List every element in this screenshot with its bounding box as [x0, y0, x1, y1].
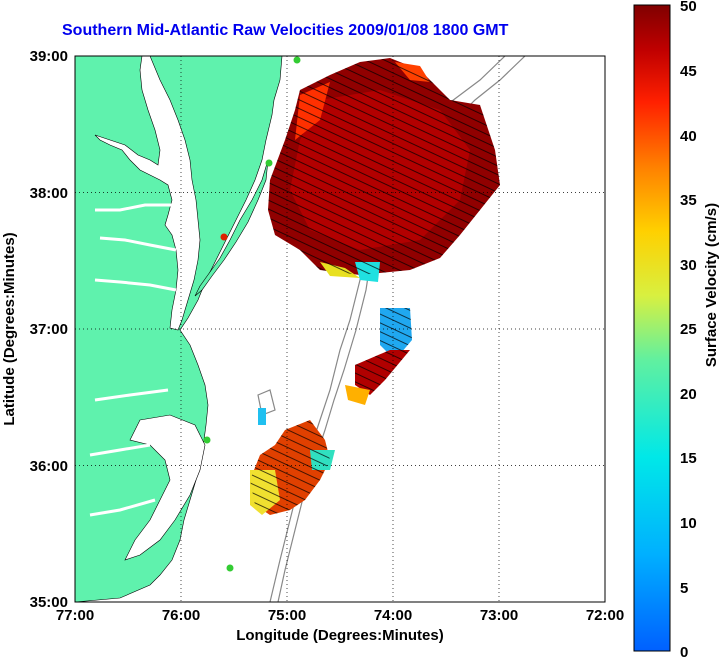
velocity-vectors [250, 58, 500, 515]
colorbar-tick-label: 5 [680, 580, 688, 597]
colorbar-tick-label: 30 [680, 257, 697, 274]
colorbar-tick-label: 40 [680, 128, 697, 145]
y-axis-label: Latitude (Degrees:Minutes) [1, 232, 18, 425]
y-tick-label: 39:00 [30, 48, 68, 65]
station-marker [226, 564, 234, 572]
colorbar-tick-label: 15 [680, 450, 697, 467]
x-tick-label: 76:00 [162, 607, 200, 624]
velocity-patch-obx-blue [258, 408, 266, 425]
x-axis-label: Longitude (Degrees:Minutes) [236, 627, 444, 644]
river-4 [89, 443, 151, 457]
colorbar-tick-label: 35 [680, 192, 697, 209]
chart-title: Southern Mid-Atlantic Raw Velocities 200… [62, 22, 509, 39]
y-tick-label: 36:00 [30, 458, 68, 475]
colorbar-label: Surface Velocity (cm/s) [703, 203, 720, 367]
station-marker [220, 233, 228, 241]
station-marker [203, 436, 211, 444]
x-tick-label: 73:00 [480, 607, 518, 624]
chesapeake-bay [94, 56, 201, 331]
colorbar-ticks: 50 45 40 35 30 25 20 15 10 5 0 [680, 0, 697, 659]
colorbar-tick-label: 50 [680, 0, 697, 15]
x-tick-label: 75:00 [268, 607, 306, 624]
y-tick-labels: 39:00 38:00 37:00 36:00 35:00 [30, 48, 68, 611]
river-5 [89, 498, 156, 517]
pamlico-sound [124, 414, 206, 561]
station-marker [293, 56, 301, 64]
grid-lines [75, 56, 605, 602]
colorbar-tick-label: 25 [680, 321, 697, 338]
colorbar-tick-label: 0 [680, 644, 688, 659]
river-6 [94, 388, 169, 402]
x-tick-label: 72:00 [586, 607, 624, 624]
river-2 [94, 278, 177, 292]
colorbar-tick-label: 10 [680, 515, 697, 532]
y-tick-label: 37:00 [30, 321, 68, 338]
colorbar [633, 4, 671, 652]
delmarva-peninsula [194, 159, 269, 297]
colorbar-tick-label: 20 [680, 386, 697, 403]
river-3 [95, 203, 172, 212]
river-1 [99, 236, 177, 252]
y-tick-label: 35:00 [30, 594, 68, 611]
y-tick-label: 38:00 [30, 185, 68, 202]
colorbar-tick-label: 45 [680, 63, 697, 80]
x-tick-label: 74:00 [374, 607, 412, 624]
x-tick-labels: 77:00 76:00 75:00 74:00 73:00 72:00 [56, 607, 624, 624]
x-tick-label: 77:00 [56, 607, 94, 624]
station-marker [265, 159, 273, 167]
